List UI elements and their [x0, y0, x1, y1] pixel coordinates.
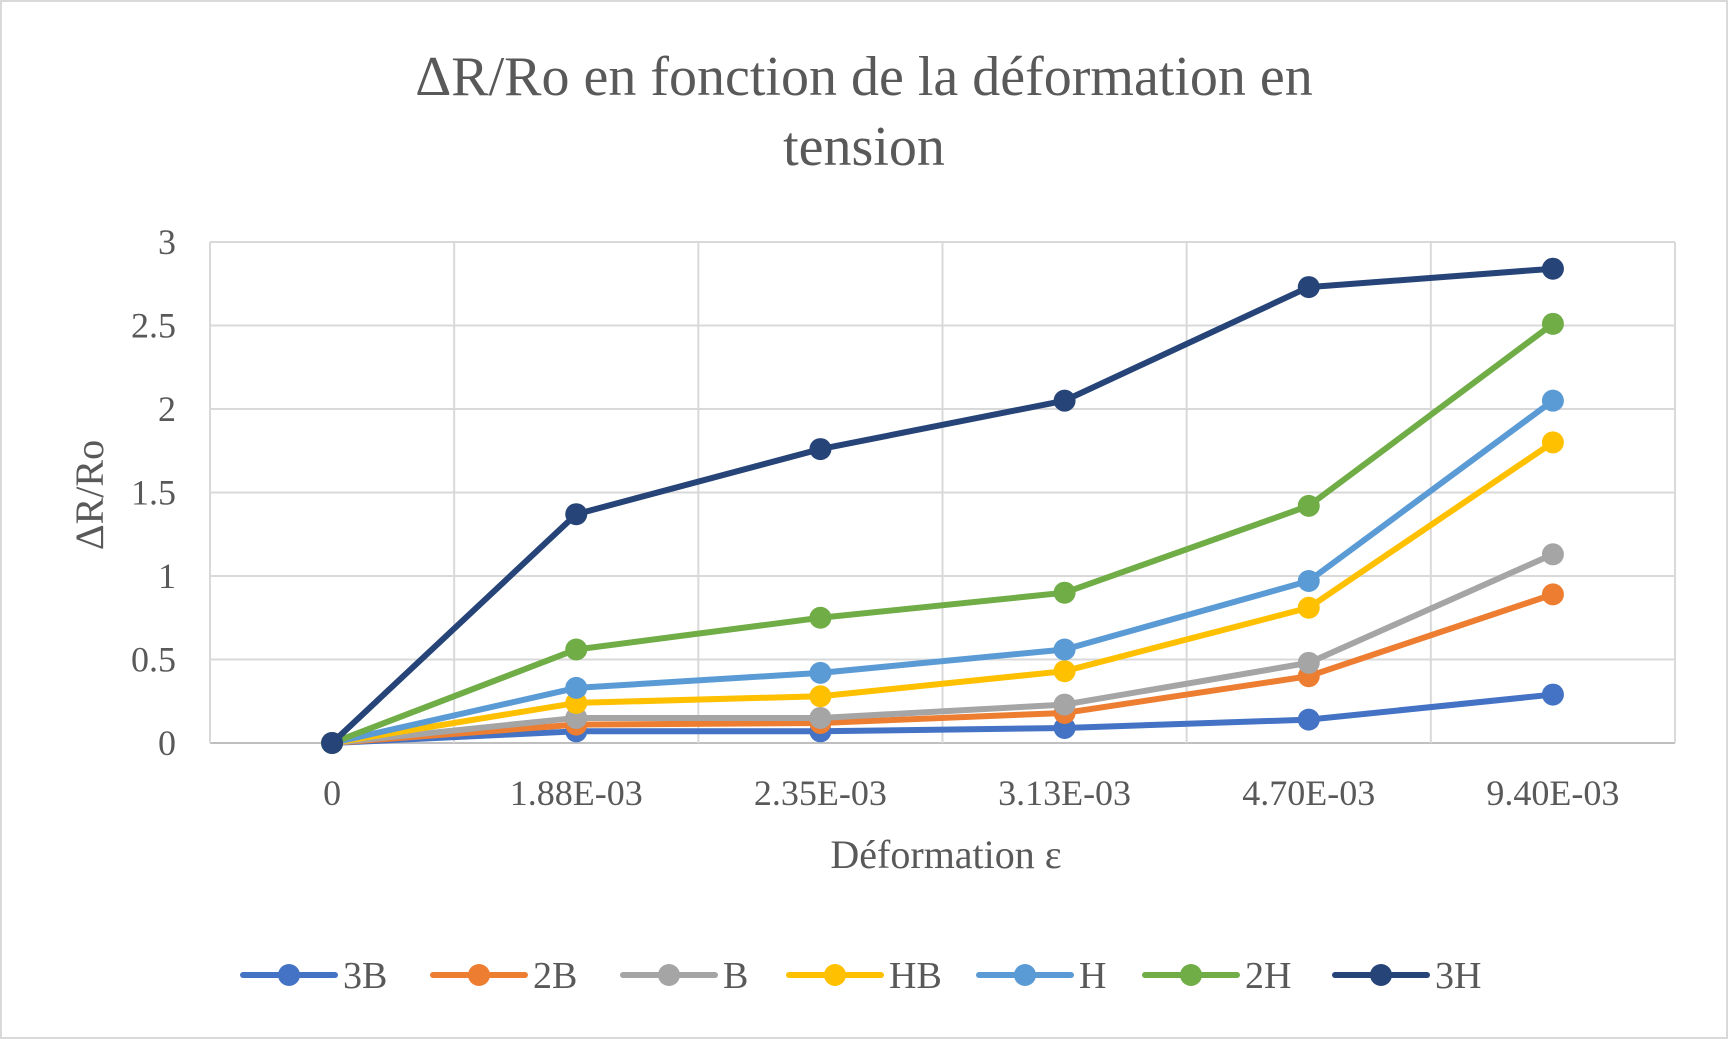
series-line — [329, 691, 1556, 746]
data-point — [1053, 581, 1076, 604]
x-axis-ticks: 0 1.88E-03 2.35E-03 3.13E-03 4.70E-03 9.40E-0… — [323, 773, 1619, 813]
series-3h — [321, 257, 1564, 754]
data-point — [565, 691, 588, 714]
x-tick-label: 3.13E-03 — [998, 773, 1131, 813]
data-point — [1541, 543, 1564, 566]
series-line — [329, 591, 1556, 746]
series-line — [329, 265, 1556, 746]
y-tick-label: 0 — [158, 723, 176, 763]
gridlines — [209, 241, 1676, 744]
legend-swatch-marker — [468, 964, 490, 986]
data-point — [1053, 716, 1076, 739]
legend-swatch-marker — [278, 964, 300, 986]
data-point — [1053, 389, 1076, 412]
legend-swatch-marker — [1370, 964, 1392, 986]
legend-swatch-marker — [1180, 964, 1202, 986]
data-point — [1053, 638, 1076, 661]
data-point — [1053, 693, 1076, 716]
y-tick-label: 3 — [158, 222, 176, 262]
data-point — [1541, 257, 1564, 280]
data-point — [1297, 276, 1320, 299]
legend-item-2b: 2B — [430, 955, 577, 997]
series-group — [321, 257, 1564, 754]
legend-label: H — [1079, 955, 1106, 997]
data-point — [1053, 660, 1076, 683]
data-point — [565, 706, 588, 729]
y-axis-ticks: 0 0.5 1 1.5 2 2.5 3 — [131, 222, 176, 763]
data-point — [1541, 683, 1564, 706]
legend-label: HB — [889, 955, 942, 997]
legend-item-b: B — [620, 955, 748, 997]
series-b — [321, 543, 1564, 754]
legend-label: 3H — [1435, 955, 1481, 997]
data-point — [809, 706, 832, 729]
legend-swatch-marker — [658, 964, 680, 986]
data-point — [565, 638, 588, 661]
legend-item-2h: 2H — [1142, 955, 1291, 997]
legend-swatch-marker — [1014, 964, 1036, 986]
y-tick-label: 0.5 — [131, 640, 176, 680]
series-line — [329, 320, 1556, 746]
legend-label: 2H — [1245, 955, 1291, 997]
legend-item-3b: 3B — [240, 955, 387, 997]
x-tick-label: 9.40E-03 — [1486, 773, 1619, 813]
data-point — [809, 661, 832, 684]
data-point — [321, 732, 344, 754]
data-point — [565, 503, 588, 526]
y-tick-label: 2.5 — [131, 306, 176, 346]
data-point — [1297, 494, 1320, 517]
y-tick-label: 1.5 — [131, 473, 176, 513]
legend-label: 2B — [533, 955, 577, 997]
data-point — [1541, 312, 1564, 335]
data-point — [809, 606, 832, 629]
data-point — [1541, 431, 1564, 454]
data-point — [1297, 708, 1320, 731]
data-point — [1297, 596, 1320, 619]
data-point — [1541, 389, 1564, 412]
legend-label: B — [723, 955, 748, 997]
y-tick-label: 2 — [158, 389, 176, 429]
legend-item-h: H — [976, 955, 1106, 997]
legend-item-3h: 3H — [1332, 955, 1481, 997]
series-line — [329, 551, 1556, 746]
data-point — [809, 438, 832, 461]
series-line — [329, 397, 1556, 746]
legend-swatch-marker — [824, 964, 846, 986]
data-point — [1297, 651, 1320, 674]
data-point — [565, 676, 588, 699]
legend: 3B 2B B HB H 2H 3H — [240, 955, 1481, 997]
x-axis-title: Déformation ε — [830, 832, 1061, 877]
data-point — [1541, 583, 1564, 606]
x-tick-label: 1.88E-03 — [510, 773, 643, 813]
x-tick-label: 2.35E-03 — [754, 773, 887, 813]
x-tick-label: 0 — [323, 773, 341, 813]
series-2h — [321, 312, 1564, 754]
chart-title: ΔR/Ro en fonction de la déformation en t… — [415, 46, 1313, 178]
legend-item-hb: HB — [786, 955, 942, 997]
x-tick-label: 4.70E-03 — [1242, 773, 1375, 813]
series-line — [329, 439, 1556, 746]
y-axis-title: ΔR/Ro — [67, 440, 112, 550]
data-point — [1297, 570, 1320, 593]
y-tick-label: 1 — [158, 556, 176, 596]
data-point — [809, 685, 832, 708]
legend-label: 3B — [343, 955, 387, 997]
